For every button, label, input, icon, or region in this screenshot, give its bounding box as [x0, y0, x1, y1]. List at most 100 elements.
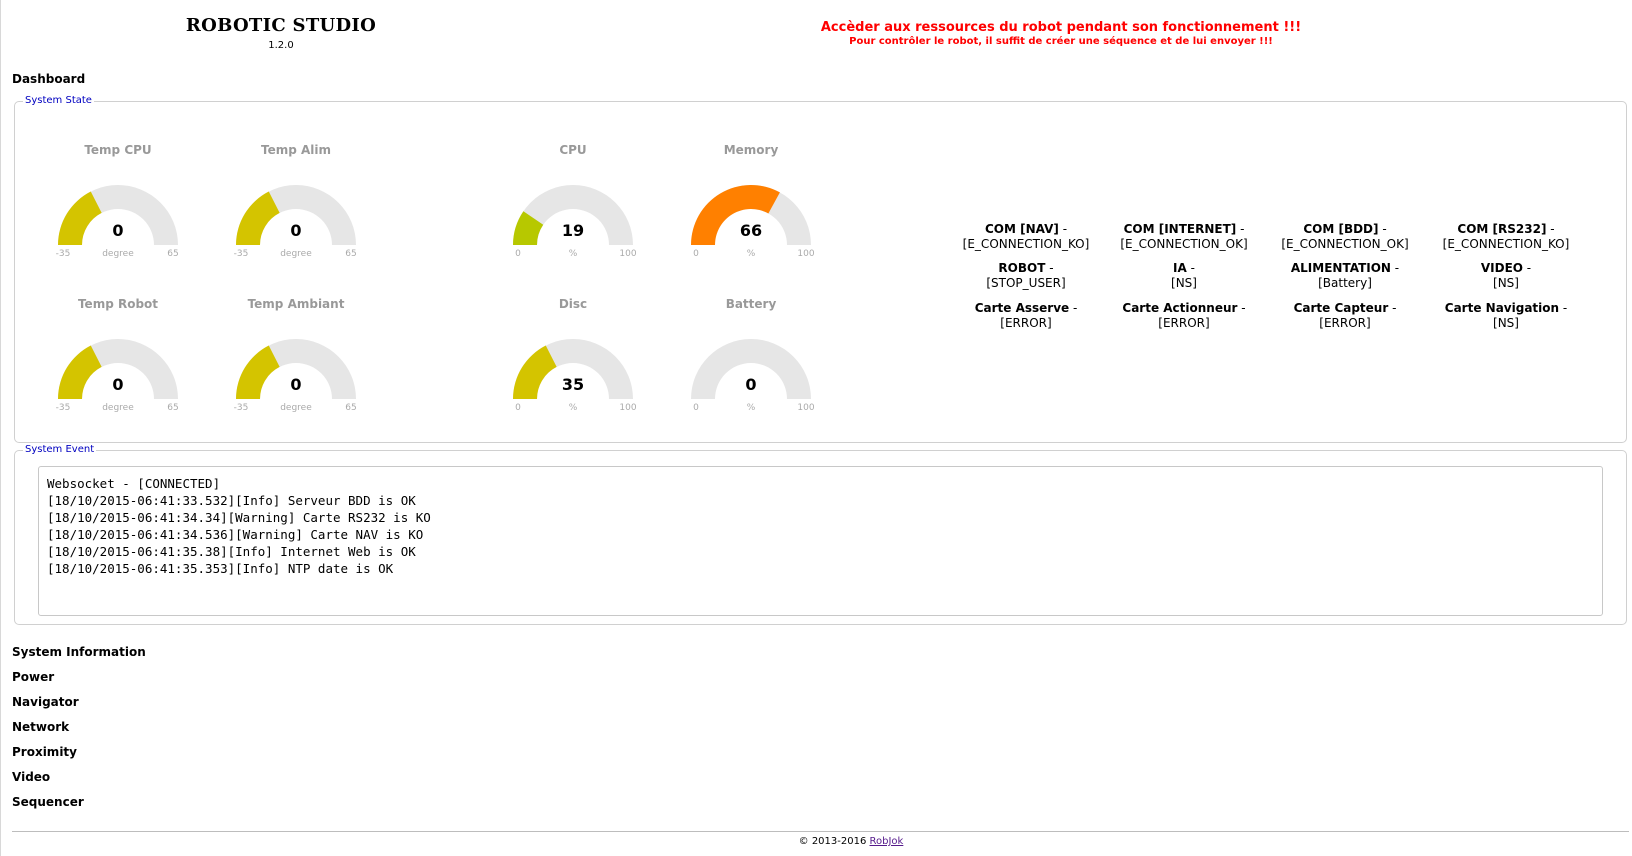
nav-proximity[interactable]: Proximity [12, 745, 77, 759]
gauge-min: -35 [55, 403, 71, 413]
status-name: COM [NAV] [984, 222, 1059, 236]
event-log-line: [18/10/2015-06:41:34.536][Warning] Carte… [47, 527, 424, 542]
nav-navigator[interactable]: Navigator [12, 695, 79, 709]
status-name: ALIMENTATION [1290, 261, 1391, 275]
gauge-fill [58, 345, 102, 399]
gauge-cpu: CPU 19 0% 100 [498, 143, 648, 263]
status-value: [ERROR] [1319, 316, 1371, 330]
nav-video[interactable]: Video [12, 770, 51, 784]
status-separator: - [1378, 222, 1387, 236]
app-title: ROBOTIC STUDIO [185, 15, 377, 36]
status-value: [E_CONNECTION_KO] [962, 237, 1090, 251]
gauge-max: 65 [167, 403, 179, 413]
status-separator: - [1559, 301, 1568, 315]
gauge-temp-robot: Temp Robot 0 -35 degree 65 [43, 297, 193, 417]
status-robot: ROBOT - [STOP_USER] [946, 261, 1106, 291]
footer: © 2013-2016 RobJok [1, 836, 1632, 847]
gauge-unit: degree [280, 403, 312, 413]
gauge-dial [236, 185, 356, 245]
gauge-fill [58, 191, 102, 245]
status-value: [NS] [1493, 276, 1519, 290]
gauge-value: 66 [739, 221, 763, 240]
app-version: 1.2.0 [268, 40, 294, 51]
gauge-value: 0 [290, 375, 302, 394]
event-log[interactable]: Websocket - [CONNECTED] [18/10/2015-06:41… [38, 466, 1603, 616]
event-log-lines: Websocket - [CONNECTED] [18/10/2015-06:41… [39, 467, 1602, 577]
system-event-legend: System Event [25, 444, 95, 455]
gauge-value: 0 [112, 221, 124, 240]
gauge-fill [236, 345, 280, 399]
gauge-dial [513, 185, 633, 245]
status-value: [STOP_USER] [986, 276, 1066, 290]
gauge-unit: % [746, 403, 756, 413]
system-state-legend: System State [25, 95, 92, 106]
gauge-unit: % [568, 403, 578, 413]
gauge-unit: degree [102, 249, 134, 259]
footer-link[interactable]: RobJok [869, 836, 904, 847]
gauge-min: 0 [515, 403, 521, 413]
status-name: COM [INTERNET] [1123, 222, 1237, 236]
nav-power[interactable]: Power [12, 670, 55, 684]
gauge-title: Temp Ambiant [247, 297, 345, 311]
nav-network[interactable]: Network [12, 720, 70, 734]
gauge-max: 100 [619, 249, 637, 259]
gauge-title: Temp Alim [260, 143, 332, 157]
status-separator: - [1522, 261, 1532, 275]
gauge-title: Temp CPU [84, 143, 152, 157]
gauge-dial [691, 339, 811, 399]
gauge-title: CPU [559, 143, 587, 157]
status-carte-capteur: Carte Capteur - [ERROR] [1265, 301, 1425, 331]
status-name: Carte Navigation [1444, 301, 1560, 315]
status-value: [NS] [1493, 316, 1519, 330]
gauge-unit: degree [102, 403, 134, 413]
gauge-title: Battery [725, 297, 777, 311]
gauge-max: 100 [797, 403, 815, 413]
footer-copyright: © 2013-2016 [798, 836, 867, 847]
status-ia: IA - [NS] [1104, 261, 1264, 291]
gauge-value: 0 [290, 221, 302, 240]
gauge-dial [691, 185, 811, 245]
gauge-memory: Memory 66 0% 100 [676, 143, 826, 263]
status-separator: - [1388, 301, 1397, 315]
event-log-line: [18/10/2015-06:41:33.532][Info] Serveur … [47, 493, 416, 508]
gauge-dial [58, 339, 178, 399]
status-alimentation: ALIMENTATION - [Battery] [1265, 261, 1425, 291]
status-com-bdd: COM [BDD] - [E_CONNECTION_OK] [1265, 222, 1425, 252]
gauge-fill [513, 345, 557, 399]
status-name: Carte Actionneur [1122, 301, 1238, 315]
status-name: Carte Asserve [974, 301, 1070, 315]
gauge-min: 0 [693, 403, 699, 413]
status-value: [E_CONNECTION_OK] [1281, 237, 1409, 251]
gauge-temp-ambiant: Temp Ambiant 0 -35 degree 65 [221, 297, 371, 417]
gauge-min: 0 [693, 249, 699, 259]
gauge-fill [236, 191, 280, 245]
nav-dashboard[interactable]: Dashboard [12, 72, 86, 86]
gauge-track [513, 185, 633, 245]
status-name: ROBOT [998, 261, 1046, 275]
gauge-unit: degree [280, 249, 312, 259]
system-state-panel: System State [14, 96, 1627, 443]
status-video: VIDEO - [NS] [1426, 261, 1586, 291]
system-event-panel: System Event [14, 445, 1627, 625]
status-separator: - [1546, 222, 1555, 236]
gauge-unit: % [568, 249, 578, 259]
alert-sub-text: Pour contrôler le robot, il suffit de cr… [849, 36, 1273, 47]
gauge-temp-alim: Temp Alim 0 -35 degree 65 [221, 143, 371, 263]
event-log-line: [18/10/2015-06:41:35.353][Info] NTP date… [47, 561, 394, 576]
gauge-battery: Battery 0 0% 100 [676, 297, 826, 417]
status-com-internet: COM [INTERNET] - [E_CONNECTION_OK] [1104, 222, 1264, 252]
gauge-max: 100 [619, 403, 637, 413]
status-value: [E_CONNECTION_KO] [1442, 237, 1570, 251]
status-value: [ERROR] [1000, 316, 1052, 330]
alert-main-text: Accèder aux ressources du robot pendant … [820, 20, 1302, 35]
gauge-temp-cpu: Temp CPU 0 -35 degree 65 [43, 143, 193, 263]
status-name: COM [RS232] [1457, 222, 1547, 236]
gauge-value: 0 [745, 375, 757, 394]
nav-sequencer[interactable]: Sequencer [12, 795, 84, 809]
gauge-title: Memory [723, 143, 779, 157]
status-com-rs232: COM [RS232] - [E_CONNECTION_KO] [1426, 222, 1586, 252]
event-log-line: [18/10/2015-06:41:34.34][Warning] Carte … [47, 510, 431, 525]
nav-system-information[interactable]: System Information [12, 645, 146, 659]
status-separator: - [1236, 222, 1245, 236]
status-separator: - [1186, 261, 1195, 275]
